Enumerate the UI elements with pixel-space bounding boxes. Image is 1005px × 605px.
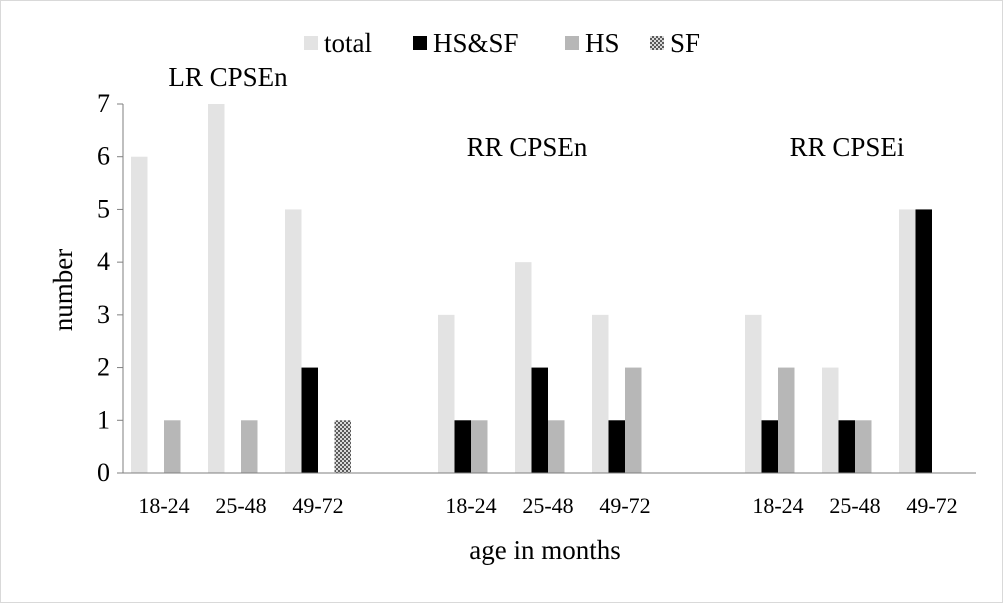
x-tick-label: 49-72 xyxy=(292,493,343,518)
bar-total xyxy=(745,314,762,473)
bar-hs xyxy=(548,420,565,473)
bar-hs xyxy=(241,420,258,473)
y-tick-label: 3 xyxy=(97,300,110,329)
group-label: RR CPSEi xyxy=(790,132,905,162)
legend-swatch xyxy=(304,36,318,50)
group-label: RR CPSEn xyxy=(467,132,588,162)
legend-swatch xyxy=(565,36,579,50)
bar-hs-sf xyxy=(838,420,855,473)
bar-hs xyxy=(164,420,181,473)
x-tick-label: 18-24 xyxy=(445,493,496,518)
y-tick-label: 0 xyxy=(97,458,110,487)
bar-hs-sf xyxy=(915,209,932,473)
y-tick-label: 6 xyxy=(97,142,110,171)
bar-total xyxy=(822,367,839,473)
x-tick-label: 49-72 xyxy=(906,493,957,518)
bar-total xyxy=(438,314,455,473)
bar-hs xyxy=(778,367,795,473)
bar-hs xyxy=(471,420,488,473)
legend-swatch xyxy=(413,36,427,50)
legend-label: total xyxy=(324,28,372,58)
legend: total HS&SF HS SF xyxy=(304,28,700,58)
x-tick-label: 25-48 xyxy=(829,493,880,518)
x-axis-title: age in months xyxy=(469,535,620,565)
bar-total xyxy=(899,209,916,473)
y-tick-label: 4 xyxy=(97,247,110,276)
bar-total xyxy=(592,314,609,473)
x-tick-label: 25-48 xyxy=(215,493,266,518)
group-label: LR CPSEn xyxy=(168,62,288,92)
bars: LR CPSEn RR CPSEn RR CPSEi xyxy=(131,62,932,473)
bar-total xyxy=(515,262,532,473)
bar-total xyxy=(208,104,225,473)
y-tick-label: 5 xyxy=(97,194,110,223)
bar-hs-sf xyxy=(301,367,318,473)
bar-hs-sf xyxy=(761,420,778,473)
y-axis: 0 1 2 3 4 5 6 7 xyxy=(97,89,124,487)
y-axis-title: number xyxy=(48,249,78,331)
legend-label: HS&SF xyxy=(433,28,519,58)
bar-total xyxy=(285,209,302,473)
bar-hs-sf xyxy=(531,367,548,473)
x-tick-label: 49-72 xyxy=(599,493,650,518)
y-tick-label: 2 xyxy=(97,353,110,382)
bar-hs-sf xyxy=(454,420,471,473)
bar-hs xyxy=(625,367,642,473)
x-tick-label: 18-24 xyxy=(752,493,803,518)
y-tick-label: 1 xyxy=(97,405,110,434)
x-tick-label: 18-24 xyxy=(138,493,189,518)
legend-swatch xyxy=(650,36,664,50)
legend-label: SF xyxy=(670,28,700,58)
y-tick-label: 7 xyxy=(97,89,110,118)
bar-hs xyxy=(855,420,872,473)
bar-sf xyxy=(334,420,351,473)
x-axis: 18-24 25-48 49-72 18-24 25-48 49-72 18-24 25-48… xyxy=(123,472,976,518)
bar-total xyxy=(131,156,148,473)
bar-hs-sf xyxy=(608,420,625,473)
legend-label: HS xyxy=(585,28,620,58)
x-tick-label: 25-48 xyxy=(522,493,573,518)
